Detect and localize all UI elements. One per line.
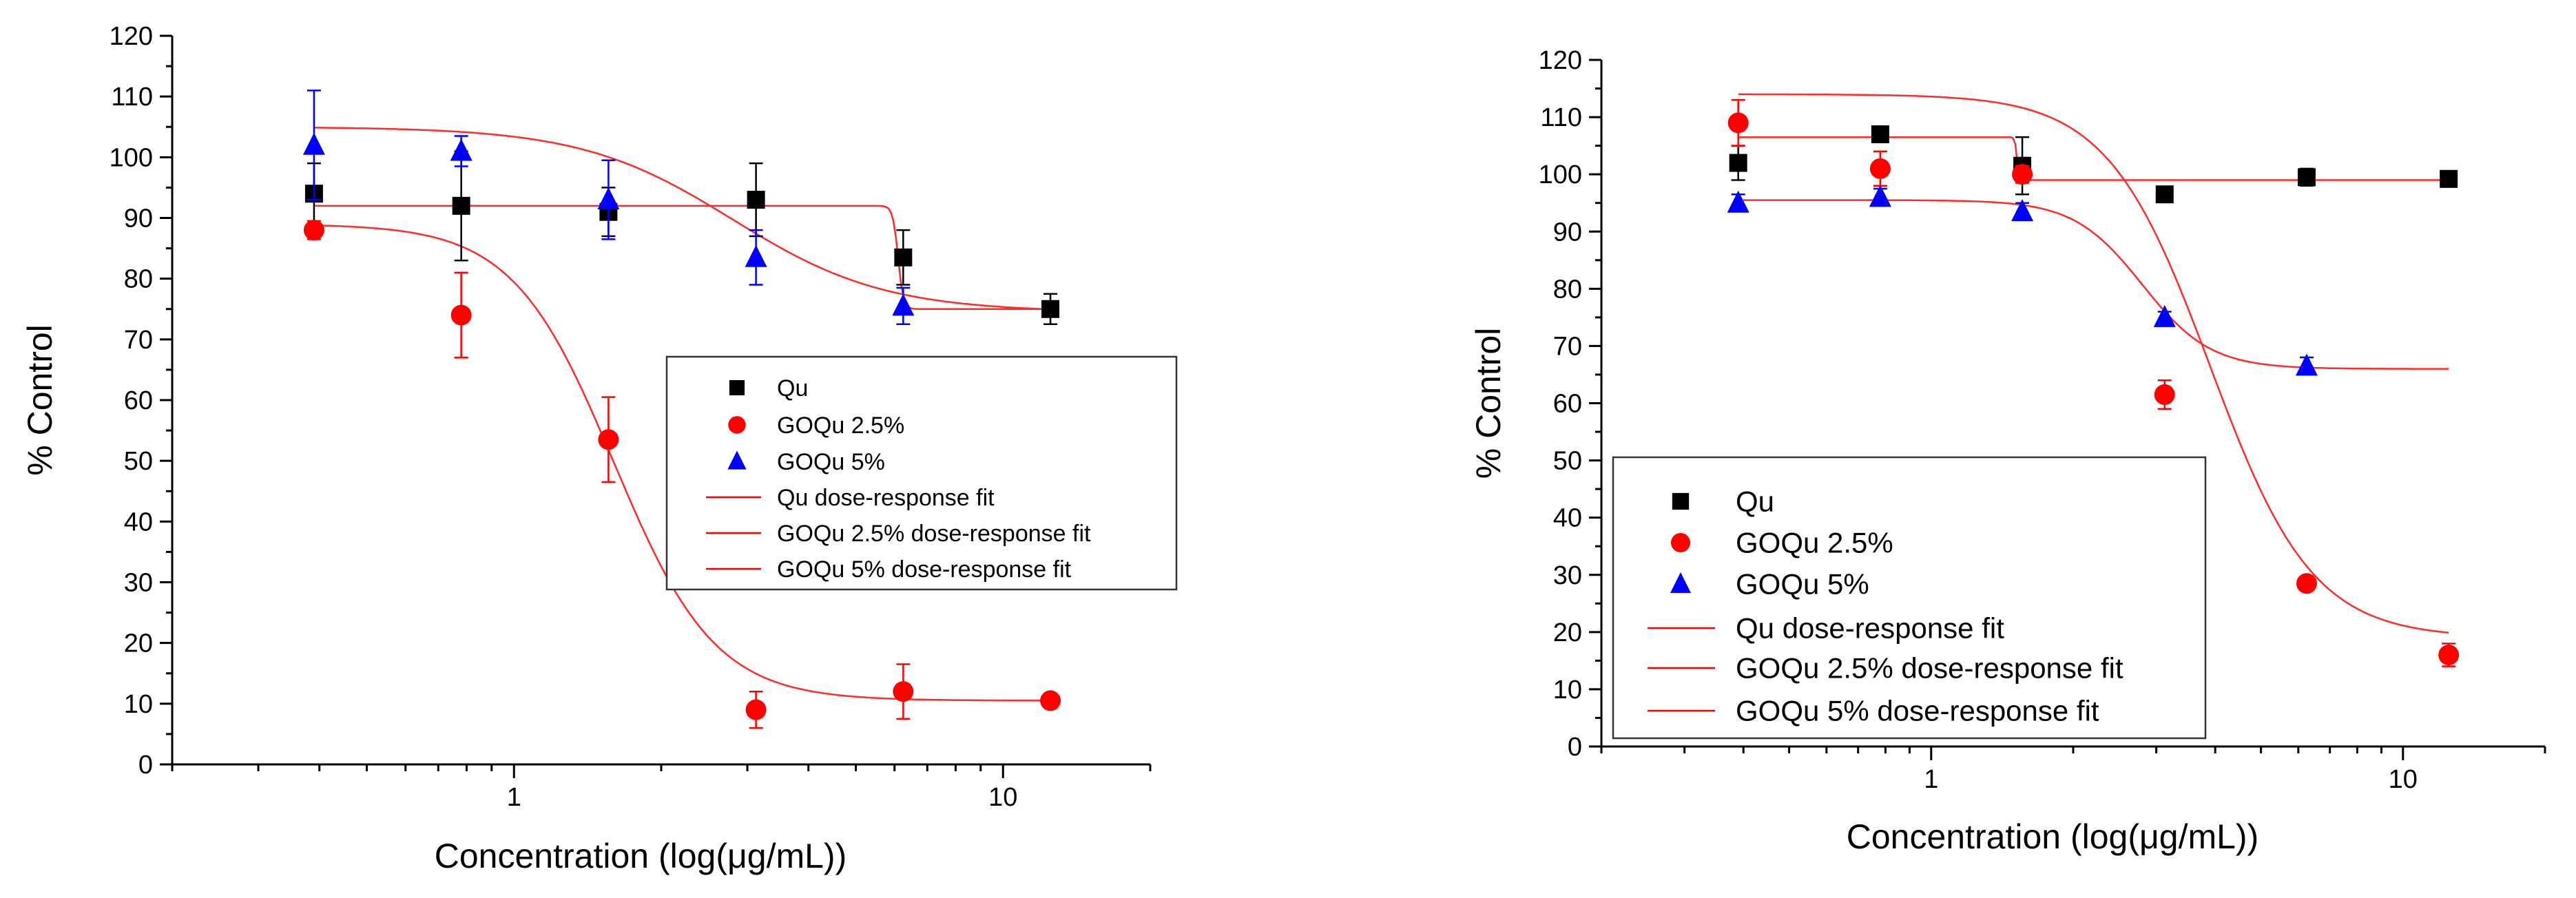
legend-label: GOQu 2.5% dose-response fit [1736,652,2123,685]
data-point-square [894,248,913,267]
data-point-circle [1040,690,1061,711]
legend [665,355,1178,591]
y-tick-label: 70 [124,326,153,355]
y-tick-label: 10 [124,690,153,719]
data-point-square [452,196,470,215]
fit-curve-2 [313,224,1051,702]
legend-label: Qu dose-response fit [1736,612,2004,645]
data-point-triangle [2295,353,2318,376]
data-point-circle [2438,645,2460,666]
fit-curve-1 [313,205,1051,311]
x-axis-title: Concentration (log(μg/mL)) [1847,817,2259,856]
y-tick-label: 80 [124,265,153,294]
x-tick-label: 10 [2389,765,2418,794]
data-point-circle [1869,158,1891,179]
y-tick-label: 10 [1553,676,1582,704]
y-tick-label: 30 [124,569,153,598]
data-point-circle [2296,573,2317,594]
fit-curve-2 [1738,93,2449,634]
data-point-circle [450,304,472,326]
data-point-triangle [1727,190,1749,213]
legend-marker-circle [1670,532,1691,553]
data-point-square [2155,185,2174,204]
fit-curve-1 [1738,136,2449,181]
data-point-circle [303,220,324,241]
data-point-square [1729,154,1747,172]
data-point-triangle [450,138,472,161]
y-tick-label: 0 [1568,733,1582,762]
legend-label: GOQu 2.5% dose-response fit [777,521,1091,547]
y-tick-label: 50 [1553,447,1582,476]
legend-label: GOQu 5% dose-response fit [777,556,1072,583]
y-tick-label: 100 [110,143,153,172]
y-tick-label: 80 [1553,275,1582,304]
data-point-triangle [2011,199,2034,222]
y-tick-label: 20 [1553,618,1582,647]
data-point-square [2440,169,2458,188]
data-point-circle [893,681,914,702]
y-tick-label: 50 [124,447,153,476]
y-tick-label: 110 [111,83,153,112]
legend-marker-circle [728,416,746,434]
y-tick-label: 60 [124,386,153,415]
legend-label: Qu dose-response fit [777,485,995,511]
x-axis-title: Concentration (log(μg/mL)) [435,837,847,875]
x-tick-label: 1 [1924,765,1938,794]
data-point-circle [745,699,767,720]
y-tick-label: 90 [124,205,153,233]
data-point-circle [2154,384,2175,406]
fit-curve-3 [1738,199,2449,370]
data-point-circle [2012,164,2033,185]
data-point-circle [1727,112,1749,134]
y-tick-label: 30 [1553,561,1582,590]
legend [1612,456,2207,740]
legend-label: GOQu 2.5% [777,413,904,439]
data-point-triangle [892,293,915,316]
y-tick-label: 120 [1539,46,1582,75]
y-tick-label: 20 [124,629,153,658]
legend-marker-triangle [727,450,747,470]
y-tick-label: 40 [1553,504,1582,533]
x-tick-label: 10 [988,783,1017,812]
legend-label: GOQu 2.5% [1736,527,1893,559]
y-axis-title: % Control [21,324,59,476]
legend-label: Qu [1736,485,1774,518]
data-point-triangle [745,244,767,267]
legend-marker-triangle [1670,572,1691,593]
data-point-triangle [597,187,620,210]
data-point-square [1041,300,1060,318]
y-tick-label: 100 [1539,160,1582,189]
legend-marker-square [729,379,745,396]
legend-label: GOQu 5% [1736,568,1869,601]
data-point-triangle [1869,185,1891,207]
y-axis-title: % Control [1469,328,1508,479]
legend-label: Qu [777,375,808,401]
data-point-triangle [2153,304,2176,327]
y-tick-label: 70 [1553,332,1582,361]
legend-label: GOQu 5% [777,449,885,475]
y-tick-label: 0 [138,751,153,780]
data-point-square [2297,168,2316,187]
y-tick-label: 120 [110,22,153,51]
data-point-circle [598,429,619,450]
y-tick-label: 110 [1540,103,1582,132]
y-tick-label: 90 [1553,218,1582,247]
data-point-triangle [302,132,325,155]
fit-curve-3 [313,127,1051,311]
y-tick-label: 40 [124,508,153,536]
y-tick-label: 60 [1553,390,1582,419]
x-tick-label: 1 [507,783,521,812]
legend-label: GOQu 5% dose-response fit [1736,695,2099,727]
data-point-square [1871,125,1889,144]
legend-marker-square [1672,492,1690,510]
data-point-square [747,191,765,209]
